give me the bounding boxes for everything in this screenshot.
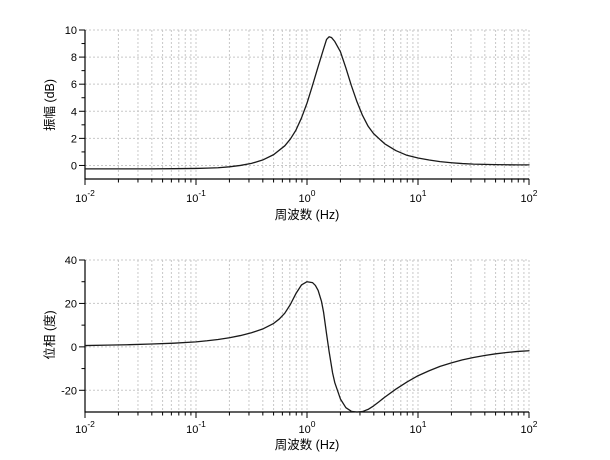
amplitude-y-axis-label: 振幅 (dB) bbox=[43, 78, 57, 132]
x-tick-label: 101 bbox=[410, 188, 427, 205]
axis-ticks bbox=[79, 29, 530, 185]
x-tick-label: 100 bbox=[299, 188, 316, 205]
amplitude-chart: 10-2 10-1 100 101 102 0 2 4 6 8 10 振幅 (dB) 周波数 (Hz… bbox=[43, 25, 538, 222]
y-tick-label: 0 bbox=[71, 160, 77, 172]
y-tick-label: 20 bbox=[65, 298, 77, 310]
amplitude-plot-canvas: 10-2 10-1 100 101 102 0 2 4 6 8 10 bbox=[65, 25, 538, 205]
amplitude-x-axis-label: 周波数 (Hz) bbox=[274, 208, 340, 222]
amplitude-curve bbox=[84, 36, 530, 170]
y-tick-label: 2 bbox=[71, 133, 77, 145]
x-tick-label: 102 bbox=[521, 188, 538, 205]
gridlines bbox=[85, 29, 530, 179]
y-tick-label: 8 bbox=[71, 52, 77, 64]
phase-y-axis-label: 位相 (度) bbox=[43, 310, 57, 360]
x-tick-label: 101 bbox=[410, 419, 427, 436]
x-tick-label: 10-2 bbox=[75, 419, 95, 436]
y-tick-label: 6 bbox=[71, 79, 77, 91]
y-tick-label: -20 bbox=[61, 385, 77, 397]
tick-labels: 10-2 10-1 100 101 102 -20 0 20 40 bbox=[61, 255, 538, 436]
phase-curve bbox=[84, 281, 530, 413]
y-tick-label: 40 bbox=[65, 255, 77, 267]
phase-chart: 10-2 10-1 100 101 102 -20 0 20 40 位相 (度) 周波数 (Hz… bbox=[0, 230, 610, 460]
phase-x-axis-label: 周波数 (Hz) bbox=[274, 438, 340, 452]
x-tick-label: 100 bbox=[299, 419, 316, 436]
x-tick-label: 10-1 bbox=[186, 188, 206, 205]
x-tick-label: 10-1 bbox=[186, 419, 206, 436]
y-tick-label: 4 bbox=[71, 106, 77, 118]
x-tick-label: 10-2 bbox=[75, 188, 95, 205]
x-tick-label: 102 bbox=[521, 419, 538, 436]
gridlines bbox=[85, 259, 530, 412]
y-tick-label: 10 bbox=[65, 25, 77, 37]
axis-spines bbox=[84, 30, 529, 180]
y-tick-label: 0 bbox=[71, 342, 77, 354]
axis-spines bbox=[84, 260, 529, 413]
phase-plot-canvas: 10-2 10-1 100 101 102 -20 0 20 40 bbox=[61, 255, 538, 436]
tick-labels: 10-2 10-1 100 101 102 0 2 4 6 8 10 bbox=[65, 25, 538, 205]
